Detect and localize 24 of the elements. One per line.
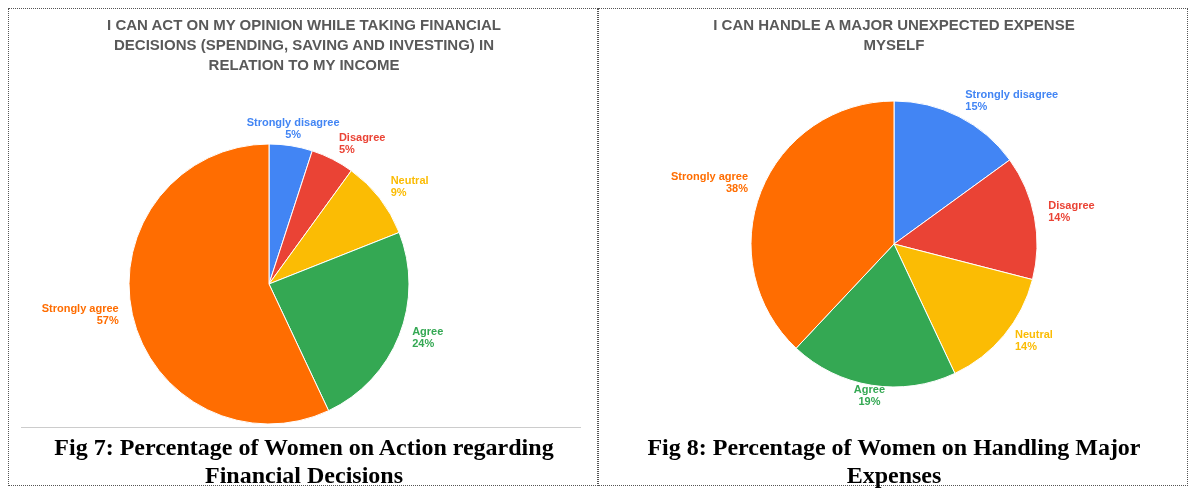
- slice-label: Agree: [412, 324, 444, 337]
- data-label: 24%: [412, 336, 435, 349]
- chart-title: I CAN ACT ON MY OPINION WHILE TAKING FINANCIAL DECISIONS (SPENDING, SAVING AND INVESTING) IN RELATION TO MY INCOME: [106, 15, 502, 75]
- chart-title: I CAN HANDLE A MAJOR UNEXPECTED EXPENSE MYSELF: [712, 15, 1076, 55]
- data-label: 15%: [965, 100, 988, 113]
- slice-label: Disagree: [338, 130, 386, 143]
- data-label: 5%: [285, 127, 302, 140]
- caption: Fig 8: Percentage of Women on Handling Major Expenses: [646, 433, 1142, 489]
- slice-label: Neutral: [1014, 328, 1053, 341]
- slice-label: Disagree: [1048, 198, 1095, 211]
- caption: Fig 7: Percentage of Women on Action regarding Financial Decisions: [53, 433, 555, 489]
- slice-label: Strongly agree: [670, 170, 749, 183]
- data-label: 19%: [858, 395, 881, 408]
- data-label: 9%: [390, 185, 407, 198]
- data-label: 38%: [725, 182, 749, 195]
- slice-label: Strongly agree: [41, 301, 119, 314]
- slice-label: Agree: [853, 383, 886, 396]
- data-label: 14%: [1048, 210, 1071, 223]
- data-label: 14%: [1014, 340, 1038, 353]
- slice-label: Strongly disagree: [965, 88, 1059, 101]
- slice-label: Strongly disagree: [246, 115, 340, 128]
- data-label: 5%: [338, 142, 356, 155]
- slice-label: Neutral: [390, 173, 429, 186]
- data-label: 57%: [96, 313, 119, 326]
